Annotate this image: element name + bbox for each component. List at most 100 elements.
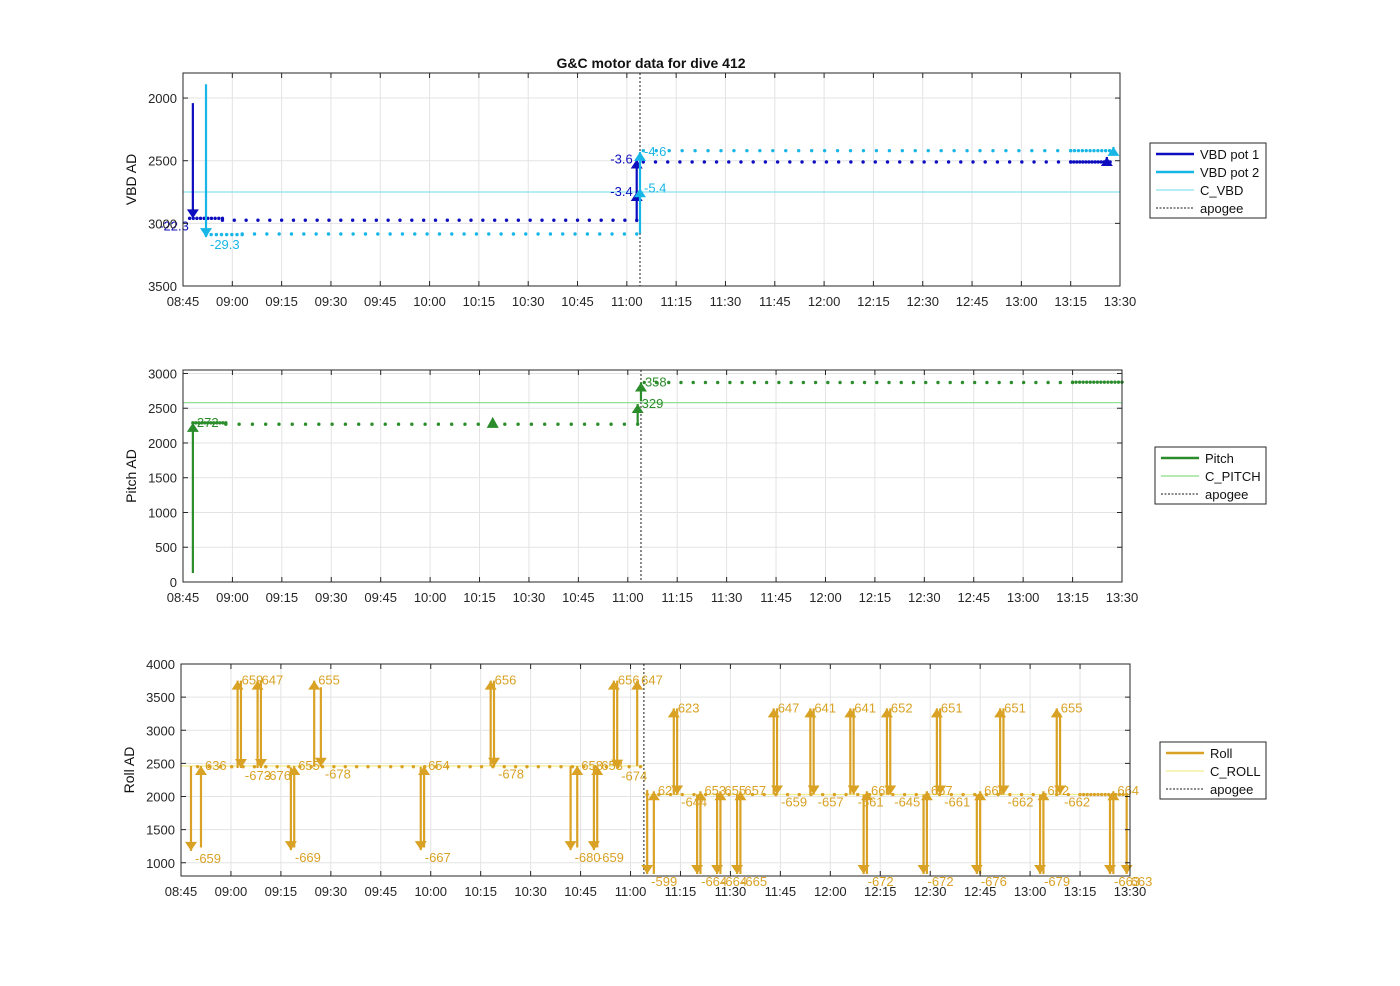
x-tick-label: 10:30 — [514, 884, 547, 899]
data-point-vbd-pot-2 — [797, 148, 801, 153]
data-point-roll — [354, 764, 359, 769]
data-point-pitch — [197, 421, 201, 425]
data-point-roll — [1117, 792, 1122, 797]
data-point-vbd-pot-1 — [575, 218, 580, 222]
data-point-roll — [1019, 792, 1024, 797]
data-point-pitch — [703, 380, 708, 385]
data-point-vbd-pot-2 — [654, 148, 658, 153]
data-point-pitch — [330, 422, 334, 426]
data-point-vbd-pot-2 — [573, 232, 577, 236]
data-point-vbd-pot-2 — [1103, 148, 1108, 153]
x-tick-label: 09:15 — [265, 294, 298, 309]
data-point-vbd-pot-1 — [213, 216, 217, 221]
event-arrowhead — [591, 766, 604, 776]
data-point-vbd-pot-1 — [187, 216, 192, 221]
x-tick-label: 10:15 — [463, 590, 496, 605]
data-point-pitch — [752, 380, 757, 385]
data-point-vbd-pot-2 — [214, 232, 219, 237]
data-point-pitch — [1081, 380, 1085, 384]
data-point-pitch — [529, 422, 534, 426]
data-point-pitch — [1034, 380, 1038, 385]
y-tick-label: 2000 — [148, 91, 177, 106]
data-point-pitch — [290, 422, 294, 426]
data-point-pitch — [1046, 380, 1050, 385]
event-arrowhead — [694, 791, 707, 801]
x-tick-label: 08:45 — [165, 884, 198, 899]
data-point-vbd-pot-1 — [1084, 160, 1088, 164]
data-point-pitch — [715, 380, 720, 385]
event-arrowhead — [714, 791, 727, 801]
data-point-roll — [638, 764, 643, 769]
x-tick-label: 11:30 — [715, 884, 747, 899]
event-label: 641 — [814, 700, 836, 715]
data-point-vbd-pot-1 — [800, 160, 804, 164]
x-tick-label: 13:30 — [1114, 884, 1147, 899]
event-label: -645 — [894, 795, 920, 810]
data-point-vbd-pot-1 — [209, 216, 214, 221]
data-point-roll — [468, 764, 472, 769]
event-label: 654 — [428, 758, 450, 773]
data-point-roll — [668, 792, 673, 797]
data-point-roll — [891, 792, 895, 797]
x-tick-label: 10:30 — [513, 590, 546, 605]
x-tick-label: 09:30 — [315, 884, 348, 899]
y-tick-label: 4000 — [146, 657, 175, 672]
x-tick-label: 12:00 — [814, 884, 847, 899]
data-point-vbd-pot-1 — [922, 160, 926, 164]
x-tick-label: 13:30 — [1106, 590, 1139, 605]
data-point-vbd-pot-1 — [611, 218, 615, 222]
event-arrowhead — [631, 404, 644, 414]
data-point-pitch — [436, 422, 441, 426]
data-point-vbd-pot-2 — [413, 232, 417, 236]
data-point-vbd-pot-1 — [421, 218, 426, 222]
data-point-pitch — [1021, 380, 1026, 385]
data-point-vbd-pot-1 — [739, 160, 743, 164]
x-tick-label: 09:45 — [364, 294, 397, 309]
data-point-pitch — [1084, 380, 1089, 384]
data-point-vbd-pot-1 — [1068, 160, 1073, 164]
data-point-vbd-pot-1 — [812, 160, 816, 164]
data-point-pitch — [542, 422, 547, 426]
data-point-vbd-pot-2 — [874, 148, 879, 153]
data-point-vbd-pot-2 — [302, 232, 306, 236]
y-tick-label: 2000 — [148, 436, 177, 451]
legend-box — [1149, 142, 1267, 219]
data-point-roll — [627, 764, 631, 769]
data-point-pitch — [972, 380, 977, 385]
data-point-vbd-pot-2 — [585, 232, 590, 236]
event-label: -676 — [265, 768, 291, 783]
event-marker — [486, 416, 499, 428]
event-label: -599 — [651, 874, 677, 889]
data-point-vbd-pot-1 — [623, 218, 627, 222]
data-point-pitch — [887, 380, 891, 385]
x-tick-label: 11:45 — [759, 294, 791, 309]
data-point-vbd-pot-1 — [1075, 160, 1079, 164]
data-point-roll — [879, 792, 883, 797]
data-point-vbd-pot-2 — [462, 232, 466, 236]
event-label: 656 — [618, 673, 640, 688]
data-point-pitch — [206, 421, 210, 425]
event-arrowhead — [1100, 156, 1113, 166]
event-label: 655 — [318, 673, 340, 688]
data-point-vbd-pot-2 — [314, 232, 318, 236]
data-point-vbd-pot-2 — [277, 232, 281, 236]
data-point-vbd-pot-1 — [492, 218, 497, 222]
data-point-roll — [914, 792, 918, 797]
data-point-pitch — [948, 380, 952, 385]
data-point-vbd-pot-2 — [1043, 148, 1047, 153]
data-point-vbd-pot-2 — [822, 148, 827, 153]
event-arrowhead — [860, 791, 873, 801]
data-point-vbd-pot-2 — [450, 232, 454, 236]
event-label: -669 — [295, 850, 321, 865]
event-arrowhead — [234, 759, 247, 769]
event-arrowhead — [1054, 785, 1067, 795]
data-point-roll — [1081, 792, 1086, 797]
event-arrowhead — [194, 766, 207, 776]
x-tick-label: 13:00 — [1014, 884, 1047, 899]
event-label: -29.3 — [210, 237, 240, 252]
data-point-vbd-pot-1 — [599, 218, 603, 222]
data-point-roll — [582, 764, 586, 769]
event-arrowhead — [611, 759, 624, 769]
data-point-pitch — [740, 380, 744, 385]
